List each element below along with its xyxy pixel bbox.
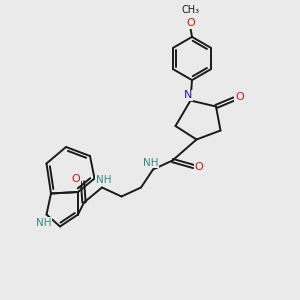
Text: NH: NH xyxy=(96,175,111,185)
Text: CH₃: CH₃ xyxy=(182,5,200,15)
Text: N: N xyxy=(184,90,192,100)
Text: O: O xyxy=(235,92,244,103)
Text: NH: NH xyxy=(143,158,158,168)
Text: O: O xyxy=(71,174,80,184)
Text: O: O xyxy=(194,161,203,172)
Text: NH: NH xyxy=(36,218,51,228)
Text: O: O xyxy=(186,18,195,28)
